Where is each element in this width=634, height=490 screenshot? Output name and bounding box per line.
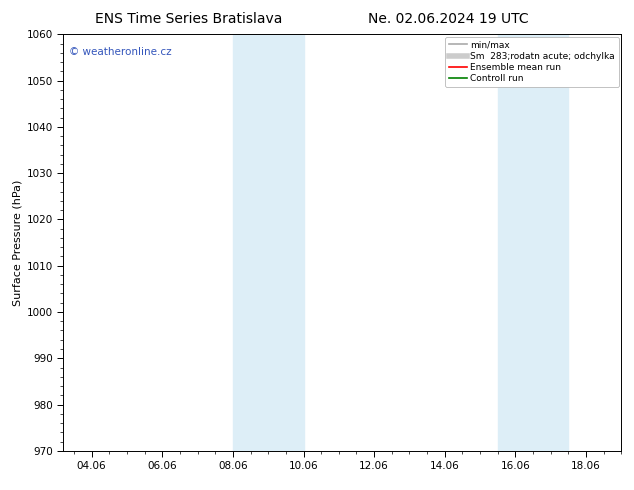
Legend: min/max, Sm  283;rodatn acute; odchylka, Ensemble mean run, Controll run: min/max, Sm 283;rodatn acute; odchylka, … bbox=[445, 37, 619, 87]
Text: © weatheronline.cz: © weatheronline.cz bbox=[69, 47, 172, 57]
Text: ENS Time Series Bratislava: ENS Time Series Bratislava bbox=[95, 12, 283, 26]
Text: Ne. 02.06.2024 19 UTC: Ne. 02.06.2024 19 UTC bbox=[368, 12, 528, 26]
Y-axis label: Surface Pressure (hPa): Surface Pressure (hPa) bbox=[13, 179, 23, 306]
Bar bbox=[233, 34, 304, 451]
Bar bbox=[498, 34, 568, 451]
